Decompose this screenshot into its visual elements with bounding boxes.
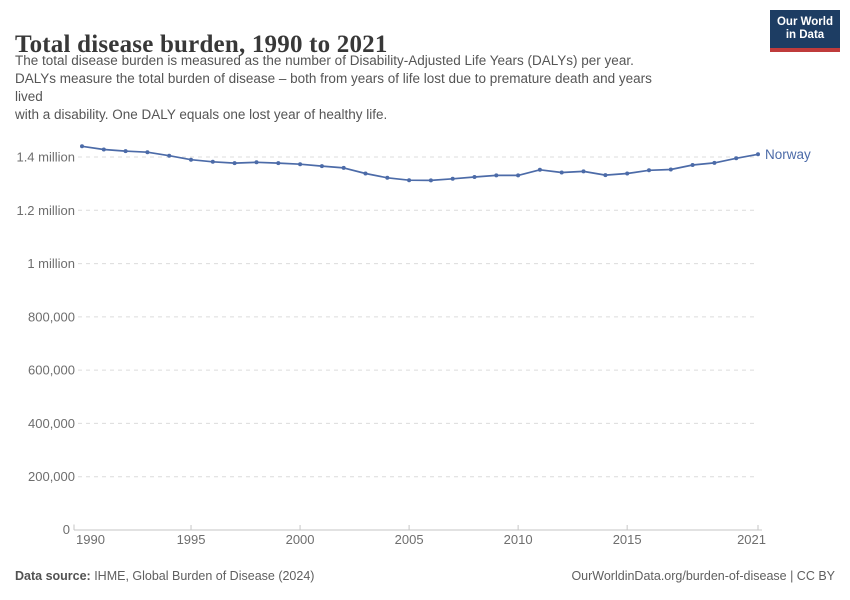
chart-subtitle: The total disease burden is measured as … <box>15 53 652 123</box>
data-point <box>581 169 586 174</box>
y-tick-label: 600,000 <box>28 363 75 378</box>
data-point <box>341 165 346 170</box>
data-point <box>167 153 172 158</box>
data-point <box>101 147 106 152</box>
data-point <box>625 171 630 176</box>
data-point <box>363 171 368 176</box>
y-tick-label: 0 <box>63 522 70 537</box>
trend-line <box>81 145 759 182</box>
data-point <box>516 173 521 178</box>
data-point <box>690 163 695 167</box>
series-label-norway[interactable]: Norway <box>765 147 811 162</box>
y-tick-label: 400,000 <box>28 416 75 431</box>
data-point <box>210 159 215 164</box>
data-point <box>647 168 651 173</box>
data-point <box>450 176 455 181</box>
data-point <box>603 173 608 178</box>
x-tick-label: 1990 <box>76 532 105 547</box>
data-point <box>189 157 193 162</box>
data-point <box>254 160 259 165</box>
data-point <box>734 156 739 161</box>
y-tick-label: 200,000 <box>28 469 75 484</box>
data-point <box>319 164 324 169</box>
data-point <box>298 162 303 167</box>
data-source-note: Data source: IHME, Global Burden of Dise… <box>15 569 314 583</box>
data-source-label: Data source: <box>15 569 91 583</box>
chart-title: Total disease burden, 1990 to 2021 <box>15 30 388 58</box>
data-point <box>276 161 281 166</box>
y-tick-label: 1.4 million <box>16 150 75 165</box>
y-tick-label: 1 million <box>27 256 75 271</box>
data-point <box>756 152 760 157</box>
data-point <box>145 150 150 155</box>
data-point <box>668 167 673 172</box>
data-point <box>80 144 84 149</box>
x-tick-label: 2010 <box>504 532 533 547</box>
owid-logo-line2: in Data <box>785 29 825 41</box>
x-tick-label: 2015 <box>613 532 642 547</box>
data-point <box>712 160 717 165</box>
data-source-value: IHME, Global Burden of Disease (2024) <box>90 569 315 583</box>
chart-footer: Data source: IHME, Global Burden of Dise… <box>15 569 835 583</box>
x-tick-label: 2000 <box>286 532 315 547</box>
data-point <box>428 178 433 183</box>
y-tick-label: 800,000 <box>28 309 75 324</box>
x-tick-label: 2021 <box>737 532 766 547</box>
x-tick-label: 2005 <box>395 532 424 547</box>
data-point <box>559 170 564 175</box>
owid-logo[interactable]: Our World in Data <box>770 10 840 52</box>
x-tick-label: 1995 <box>177 532 206 547</box>
owid-credit-link[interactable]: OurWorldinData.org/burden-of-disease | C… <box>571 569 835 583</box>
data-point <box>123 149 128 154</box>
data-point <box>407 178 412 183</box>
data-point <box>472 175 477 179</box>
y-tick-label: 1.2 million <box>16 203 75 218</box>
data-point <box>232 161 237 166</box>
data-point <box>537 167 542 172</box>
data-point <box>385 175 390 180</box>
data-point <box>494 173 499 178</box>
owid-logo-line1: Our World <box>776 15 833 28</box>
